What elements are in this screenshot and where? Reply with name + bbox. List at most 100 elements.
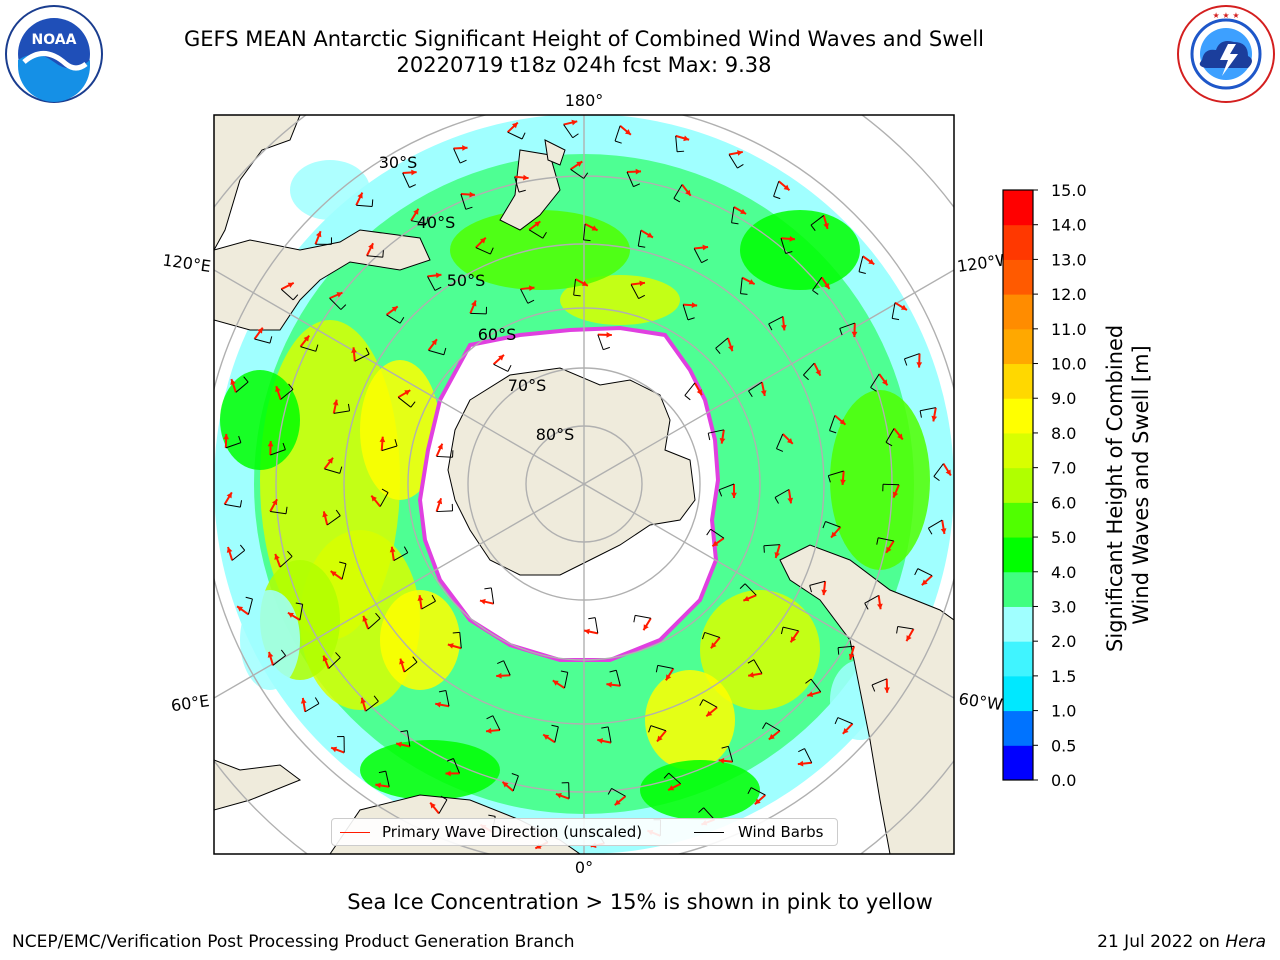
wave-arrow-head	[413, 208, 419, 215]
wave-arrow-head	[471, 300, 477, 307]
wind-barb-flag	[371, 199, 374, 207]
wave-arrow-head	[774, 552, 781, 558]
wind-barb-flag	[399, 317, 405, 324]
colorbar-tick-label: 8.0	[1051, 424, 1076, 443]
wave-arrow-head	[797, 760, 804, 767]
wind-barb-staff	[225, 442, 242, 449]
wave-arrow-head	[789, 236, 795, 242]
wave-arrow-head	[396, 741, 402, 748]
wind-barb-staff	[858, 256, 864, 272]
antarctica-land	[447, 367, 696, 576]
wind-barb-staff	[885, 428, 895, 443]
wind-barb-flag	[780, 627, 784, 635]
wind-barb-staff	[635, 614, 651, 619]
wind-barb-staff	[878, 537, 894, 542]
wind-barb-flag	[822, 521, 826, 529]
wind-barb-staff	[512, 775, 519, 792]
wind-barb-staff	[607, 726, 612, 743]
wind-barb-staff	[626, 171, 634, 187]
wave-arrow-head	[357, 192, 363, 199]
chart-subtitle: 20220719 t18z 024h fcst Max: 9.38	[396, 53, 772, 77]
colorbar-tick-label: 15.0	[1051, 181, 1087, 200]
wind-barb-staff	[272, 655, 286, 666]
wave-arrow-head	[223, 433, 229, 440]
wave-arrow-head	[591, 225, 598, 231]
wind-barb-staff	[564, 672, 569, 689]
wind-barb-staff	[704, 631, 721, 638]
wave-arrow-head	[535, 843, 542, 849]
legend-wind-barbs: Wind Barbs	[738, 823, 824, 841]
wind-barb-flag	[339, 561, 347, 565]
legend-wave-direction: Primary Wave Direction (unscaled)	[382, 823, 643, 841]
wave-arrow-head	[331, 746, 338, 753]
wave-arrow-head	[916, 362, 923, 368]
lat-label-50s: 50°S	[447, 271, 486, 290]
wind-barb-flag	[288, 383, 294, 390]
wind-barb-flag	[706, 528, 712, 536]
wind-barb-swatch	[694, 832, 724, 833]
wind-barb-flag	[762, 722, 767, 729]
colorbar-swatch	[1003, 606, 1033, 642]
wind-barb-flag	[638, 294, 646, 300]
colorbar: 0.0 0.5 1.0 1.5 2.0 3.0 4.0 5.0 6.0 7.0 8.0 9.0 10.0…	[1002, 181, 1087, 790]
wind-barb-staff	[475, 247, 491, 255]
wave-arrow-head	[727, 345, 734, 352]
wind-barb-staff	[710, 528, 725, 539]
wave-arrow-head	[657, 735, 663, 742]
wind-barb-staff	[744, 583, 757, 596]
colorbar-tick-label: 0.0	[1051, 771, 1076, 790]
wave-arrow-head	[606, 332, 612, 338]
lat-label-40s: 40°S	[417, 213, 456, 232]
wind-barb-flag	[607, 788, 613, 795]
wind-barb-flag	[238, 435, 242, 443]
wave-arrow-head	[445, 770, 451, 777]
wind-barb-flag	[837, 647, 840, 655]
wind-barb-flag	[903, 358, 908, 366]
wind-barb-flag	[486, 715, 494, 720]
wind-barb-flag	[885, 441, 893, 447]
wind-barb-staff	[385, 771, 390, 787]
wind-barb-flag	[518, 189, 526, 193]
wave-arrow-head	[399, 658, 405, 665]
wind-barb-flag	[834, 717, 839, 725]
wave-arrow-head	[635, 168, 642, 175]
wind-barb-staff	[828, 470, 844, 477]
wave-arrow-head	[437, 443, 443, 450]
wave-arrow-head	[435, 272, 442, 279]
colorbar-tick-label: 14.0	[1051, 216, 1087, 235]
wind-barb-staff	[839, 322, 855, 329]
wind-barb-flag	[871, 684, 876, 692]
wave-arrow-head	[330, 571, 337, 577]
wind-barb-flag	[810, 224, 816, 231]
wind-barb-flag	[737, 164, 744, 169]
wave-arrow-head	[479, 598, 486, 605]
wind-barb-staff	[324, 468, 340, 474]
wind-barb-staff	[864, 594, 879, 604]
wave-arrow-head	[614, 799, 621, 806]
lon-label-60w: 60°W	[957, 689, 1004, 714]
wind-barb-flag	[412, 656, 418, 663]
wave-arrow-head	[300, 697, 307, 704]
wind-barb-staff	[657, 664, 674, 669]
wind-barb-flag	[560, 670, 568, 673]
colorbar-tick-label: 1.5	[1051, 667, 1076, 686]
wind-barb-flag	[870, 387, 877, 392]
wind-barb-flag	[633, 615, 636, 623]
wave-arrow-head	[430, 802, 436, 809]
wind-barb-staff	[224, 503, 241, 508]
wind-barb-flag	[673, 197, 681, 203]
south-america-land	[779, 544, 954, 854]
wave-height-field	[220, 160, 930, 820]
colorbar-label-line2: Wind Waves and Swell [m]	[1129, 345, 1153, 625]
wind-barb-staff	[231, 549, 246, 561]
wind-barb-staff	[328, 657, 341, 669]
wind-barb-staff	[341, 563, 347, 580]
wind-barb-flag	[488, 814, 496, 817]
wave-arrow-head	[839, 418, 846, 425]
map-frame	[213, 114, 955, 855]
lat-label-30s: 30°S	[379, 153, 418, 172]
wind-barb-staff	[300, 346, 316, 352]
wave-arrow-head	[411, 169, 417, 176]
wind-barb-flag	[731, 222, 739, 225]
